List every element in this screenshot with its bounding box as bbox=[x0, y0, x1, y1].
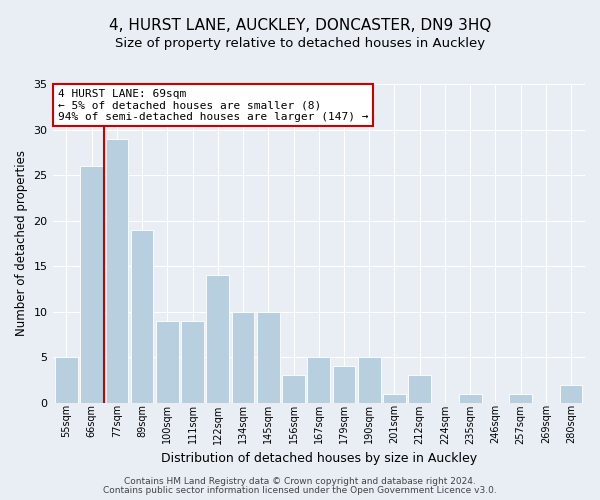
Bar bbox=[560, 384, 583, 403]
Bar bbox=[131, 230, 154, 403]
Bar bbox=[206, 276, 229, 403]
Text: Size of property relative to detached houses in Auckley: Size of property relative to detached ho… bbox=[115, 38, 485, 51]
Bar bbox=[181, 321, 204, 403]
Bar bbox=[332, 366, 355, 403]
Bar bbox=[282, 376, 305, 403]
Text: 4 HURST LANE: 69sqm
← 5% of detached houses are smaller (8)
94% of semi-detached: 4 HURST LANE: 69sqm ← 5% of detached hou… bbox=[58, 89, 368, 122]
Bar bbox=[232, 312, 254, 403]
Bar bbox=[80, 166, 103, 403]
Bar bbox=[409, 376, 431, 403]
Text: 4, HURST LANE, AUCKLEY, DONCASTER, DN9 3HQ: 4, HURST LANE, AUCKLEY, DONCASTER, DN9 3… bbox=[109, 18, 491, 32]
Bar bbox=[509, 394, 532, 403]
Bar bbox=[257, 312, 280, 403]
Bar bbox=[358, 357, 380, 403]
Bar bbox=[383, 394, 406, 403]
Text: Contains HM Land Registry data © Crown copyright and database right 2024.: Contains HM Land Registry data © Crown c… bbox=[124, 477, 476, 486]
Bar bbox=[156, 321, 179, 403]
Bar bbox=[307, 357, 330, 403]
Text: Contains public sector information licensed under the Open Government Licence v3: Contains public sector information licen… bbox=[103, 486, 497, 495]
Bar bbox=[459, 394, 482, 403]
X-axis label: Distribution of detached houses by size in Auckley: Distribution of detached houses by size … bbox=[161, 452, 477, 465]
Y-axis label: Number of detached properties: Number of detached properties bbox=[15, 150, 28, 336]
Bar bbox=[55, 357, 78, 403]
Bar bbox=[106, 138, 128, 403]
